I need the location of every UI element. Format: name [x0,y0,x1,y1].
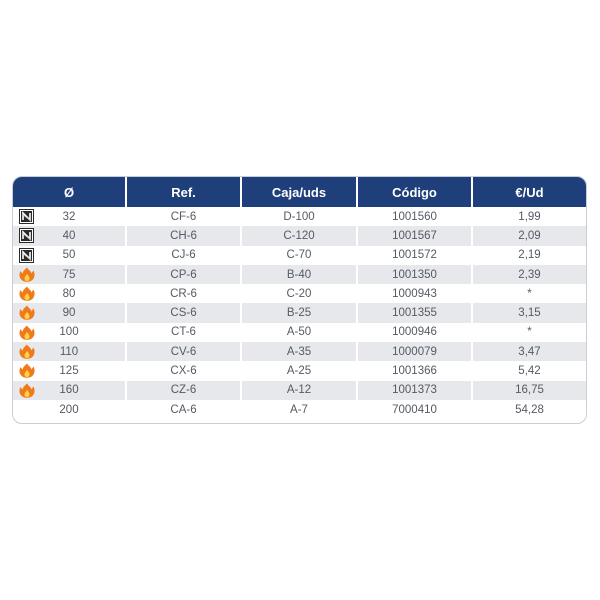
cell-caja: C-120 [241,226,358,246]
cell-diameter: 80 [13,284,127,304]
cell-diameter: 90 [13,303,127,323]
non-flammable-icon [19,228,34,244]
fire-icon [19,305,35,321]
diameter-value: 50 [62,249,76,262]
cell-caja: C-70 [241,245,358,265]
cell-codigo: 1001350 [357,264,473,285]
table-row: 40 CH-6 C-120 1001567 2,09 [13,226,586,246]
cell-diameter: 32 [13,207,127,227]
cell-codigo: 1001560 [357,207,473,227]
cell-caja: A-12 [241,380,358,400]
cell-codigo: 1000946 [357,322,473,343]
diameter-value: 125 [59,365,79,378]
cell-diameter: 160 [13,380,127,400]
header-caja: Caja/uds [241,177,358,207]
fire-icon [19,286,35,301]
cell-precio: 3,15 [472,303,586,323]
fire-icon [19,344,35,359]
table-row: 50 CJ-6 C-70 1001572 2,19 [13,245,586,265]
fire-icon [19,363,35,379]
product-table: Ø Ref. Caja/uds Código €/Ud 32 CF-6 D-10… [13,177,586,420]
cell-ref: CS-6 [126,303,242,323]
cell-caja: B-25 [241,303,358,323]
cell-precio: 2,09 [472,226,586,246]
cell-ref: CH-6 [126,226,242,246]
cell-diameter: 200 [13,399,127,420]
non-flammable-icon [19,209,34,224]
cell-codigo: 1001572 [357,245,473,265]
fire-icon [19,325,35,340]
cell-precio: 5,42 [472,361,586,381]
table-row: 110 CV-6 A-35 1000079 3,47 [13,342,586,362]
table-row: 80 CR-6 C-20 1000943 * [13,284,586,304]
diameter-value: 40 [62,229,76,242]
cell-caja: C-20 [241,284,358,304]
header-codigo: Código [357,177,473,207]
table-header-row: Ø Ref. Caja/uds Código €/Ud [13,177,586,207]
cell-diameter: 50 [13,245,127,265]
diameter-value: 90 [62,307,76,320]
header-precio: €/Ud [472,177,586,207]
cell-diameter: 75 [13,264,127,285]
cell-caja: A-25 [241,361,358,381]
table-row: 200 CA-6 A-7 7000410 54,28 [13,399,586,420]
fire-icon [19,383,35,398]
diameter-value: 100 [59,326,79,339]
cell-caja: A-35 [241,342,358,362]
cell-caja: A-7 [241,399,358,420]
table-body: 32 CF-6 D-100 1001560 1,99 40 CH-6 C-120… [13,207,586,420]
table-row: 75 CP-6 B-40 1001350 2,39 [13,264,586,285]
cell-precio: 54,28 [472,399,586,420]
cell-precio: * [472,284,586,304]
table-row: 125 CX-6 A-25 1001366 5,42 [13,361,586,381]
cell-precio: 2,39 [472,264,586,285]
cell-ref: CR-6 [126,284,242,304]
cell-precio: * [472,322,586,343]
cell-caja: B-40 [241,264,358,285]
cell-diameter: 40 [13,226,127,246]
header-ref: Ref. [126,177,242,207]
cell-precio: 3,47 [472,342,586,362]
fire-icon [19,267,35,282]
cell-codigo: 1000079 [357,342,473,362]
cell-ref: CJ-6 [126,245,242,265]
cell-codigo: 1001567 [357,226,473,246]
table-row: 160 CZ-6 A-12 1001373 16,75 [13,380,586,400]
diameter-value: 75 [62,268,76,281]
cell-diameter: 110 [13,342,127,362]
cell-codigo: 1001373 [357,380,473,400]
cell-ref: CZ-6 [126,380,242,400]
diameter-value: 200 [59,403,79,416]
diameter-value: 110 [59,345,79,358]
table-row: 90 CS-6 B-25 1001355 3,15 [13,303,586,323]
table-row: 100 CT-6 A-50 1000946 * [13,322,586,343]
cell-codigo: 1000943 [357,284,473,304]
cell-precio: 2,19 [472,245,586,265]
product-table-card: Ø Ref. Caja/uds Código €/Ud 32 CF-6 D-10… [12,176,587,424]
cell-codigo: 1001366 [357,361,473,381]
cell-ref: CF-6 [126,207,242,227]
header-diameter: Ø [13,177,127,207]
cell-ref: CT-6 [126,322,242,343]
cell-ref: CX-6 [126,361,242,381]
table-row: 32 CF-6 D-100 1001560 1,99 [13,207,586,227]
cell-caja: D-100 [241,207,358,227]
diameter-value: 80 [62,287,76,300]
cell-ref: CP-6 [126,264,242,285]
cell-diameter: 100 [13,322,127,343]
cell-ref: CV-6 [126,342,242,362]
cell-codigo: 1001355 [357,303,473,323]
diameter-value: 32 [62,210,76,223]
cell-precio: 1,99 [472,207,586,227]
cell-codigo: 7000410 [357,399,473,420]
cell-ref: CA-6 [126,399,242,420]
diameter-value: 160 [59,384,79,397]
cell-caja: A-50 [241,322,358,343]
non-flammable-icon [19,247,34,263]
cell-diameter: 125 [13,361,127,381]
cell-precio: 16,75 [472,380,586,400]
